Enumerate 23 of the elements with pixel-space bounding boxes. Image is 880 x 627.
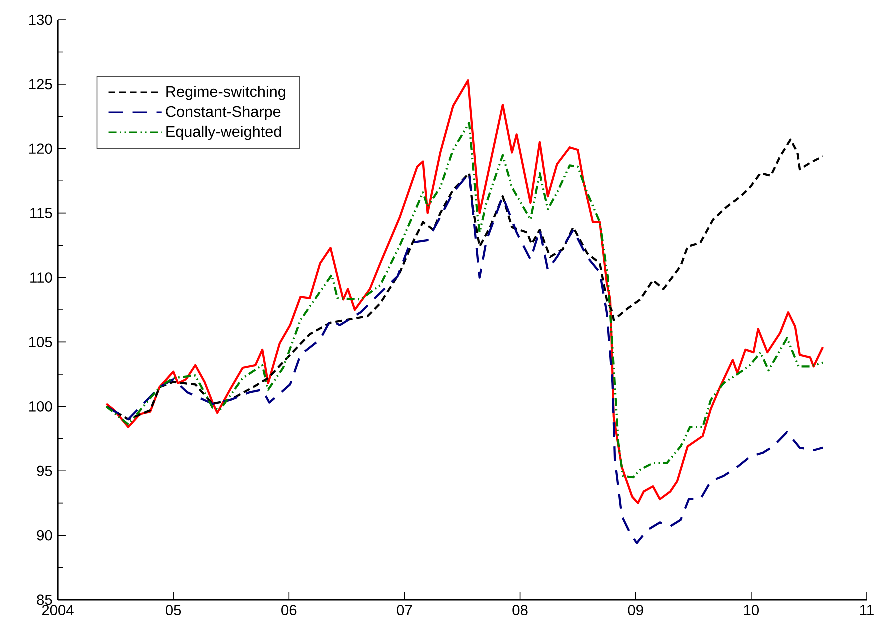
x-tick-label: 08 [512, 605, 528, 616]
y-tick-label: 85 [37, 594, 52, 606]
legend-label: Constant-Sharpe [166, 106, 281, 120]
y-tick-label: 125 [29, 79, 52, 90]
x-tick-label: 09 [628, 605, 644, 616]
y-tick-label: 95 [37, 466, 52, 476]
y-tick-label: 105 [29, 337, 52, 348]
legend-label: Equally-weighted [166, 126, 282, 140]
y-tick-label: 115 [30, 208, 52, 218]
x-tick-label: 2004 [42, 605, 74, 616]
y-tick-label: 130 [29, 14, 52, 26]
line-series [105, 122, 824, 479]
x-tick-label: 10 [744, 605, 759, 616]
x-tick-label: 11 [860, 605, 874, 616]
x-tick-label: 05 [166, 605, 182, 616]
x-tick-label: 06 [282, 605, 297, 616]
line-series [105, 80, 824, 504]
y-tick-label: 90 [37, 530, 52, 541]
y-tick-label: 110 [30, 272, 52, 283]
y-tick-label: 120 [29, 144, 52, 154]
x-tick-label: 07 [397, 605, 412, 616]
legend-label: Regime-switching [166, 86, 286, 100]
y-tick-label: 100 [29, 401, 52, 412]
